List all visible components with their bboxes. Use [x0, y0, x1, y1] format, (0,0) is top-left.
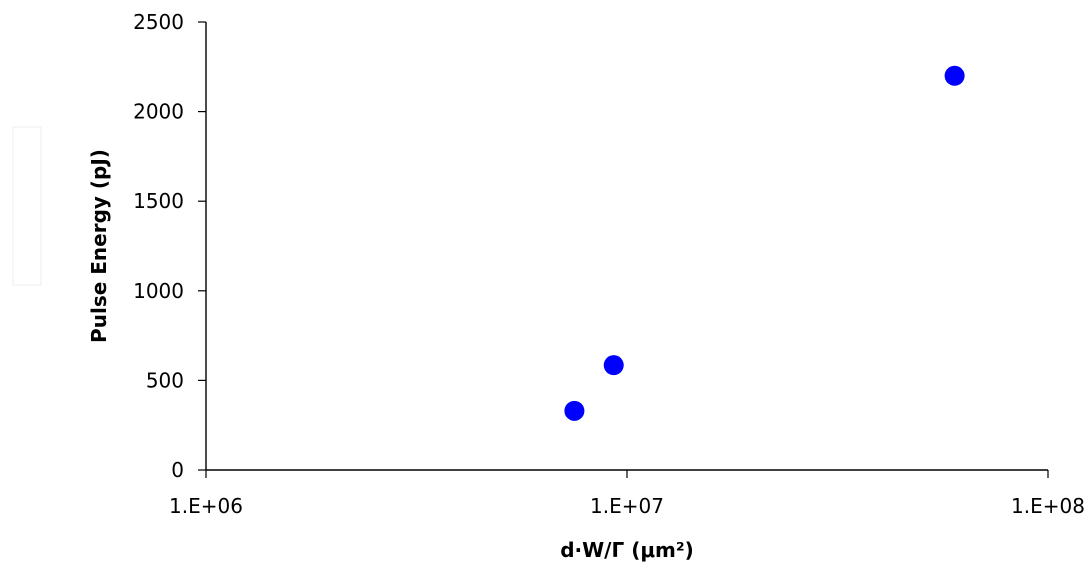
y-axis-ticks: 0 500 1000 1500 2000 2500: [133, 10, 206, 482]
y-tick-label: 2500: [133, 10, 184, 34]
x-tick-label: 1.E+06: [169, 494, 243, 518]
y-tick-label: 1000: [133, 279, 184, 303]
y-tick-label: 2000: [133, 100, 184, 124]
x-tick-label: 1.E+07: [590, 494, 664, 518]
data-points: [564, 65, 965, 421]
x-axis-ticks: 1.E+06 1.E+07 1.E+08: [169, 470, 1085, 518]
plot-area: [205, 22, 1048, 471]
y-tick-label: 500: [146, 368, 184, 392]
y-tick-label: 0: [171, 458, 184, 482]
x-tick-label: 1.E+08: [1011, 494, 1085, 518]
y-axis-title: Pulse Energy (pJ): [87, 149, 111, 343]
empty-legend-box: [12, 126, 42, 286]
data-point: [944, 65, 965, 86]
y-tick-label: 1500: [133, 189, 184, 213]
data-point: [603, 355, 624, 376]
x-axis-title: d·W/Γ (μm²): [560, 538, 694, 562]
data-point: [564, 400, 585, 421]
